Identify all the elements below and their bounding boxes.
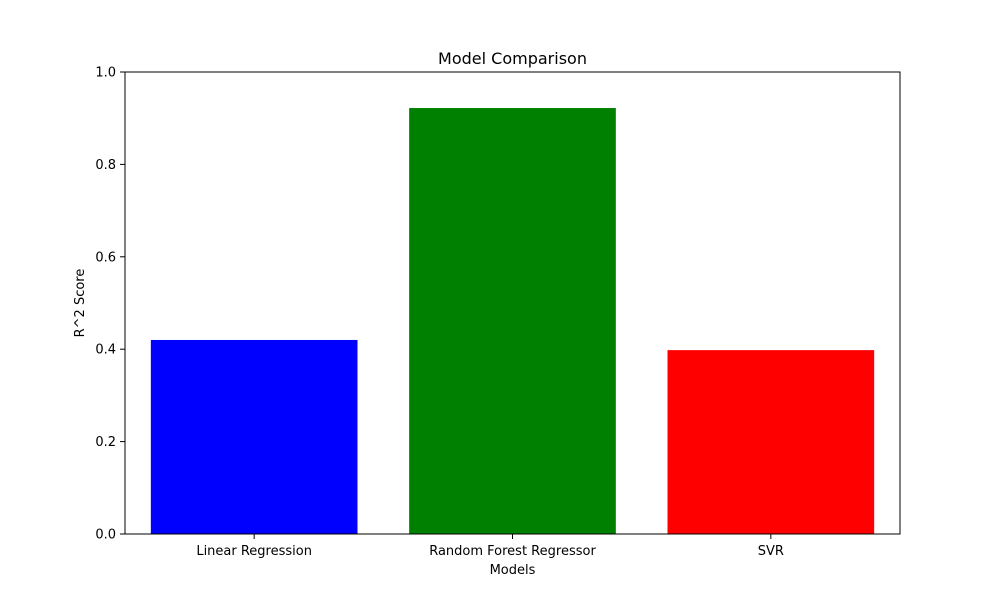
y-tick-label-0: 0.0 [95, 528, 116, 543]
y-axis-ticks: 0.0 0.2 0.4 0.6 0.8 1.0 [95, 66, 125, 543]
y-tick-label-2: 0.4 [95, 343, 116, 358]
bar-2 [667, 350, 875, 534]
y-tick-label-4: 0.8 [95, 158, 116, 173]
y-axis-label: R^2 Score [73, 269, 88, 338]
x-axis-ticks: Linear Regression Random Forest Regressor… [196, 534, 784, 559]
chart-title: Model Comparison [438, 49, 587, 68]
bars-group [150, 108, 875, 534]
x-axis-label: Models [490, 563, 536, 578]
y-tick-label-3: 0.6 [95, 250, 116, 265]
y-tick-label-5: 1.0 [95, 66, 116, 81]
plot-frame [124, 71, 901, 535]
bar-1 [409, 108, 616, 534]
x-tick-label-0: Linear Regression [196, 544, 312, 559]
x-tick-label-2: SVR [758, 544, 784, 559]
x-tick-label-1: Random Forest Regressor [429, 544, 596, 559]
bar-0 [150, 339, 358, 534]
y-tick-label-1: 0.2 [95, 435, 116, 450]
